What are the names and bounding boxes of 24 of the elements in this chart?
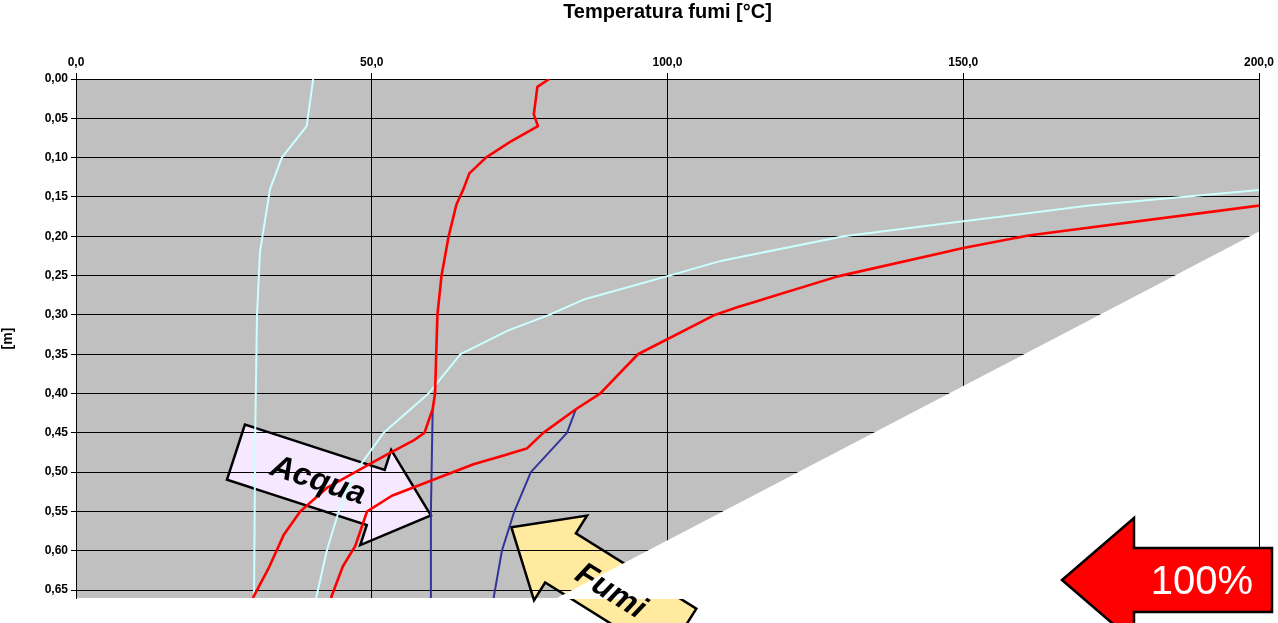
x-tick-label: 0,0 [67,55,85,70]
y-tick-label: 0,30 [44,307,69,322]
x-tick-label: 100,0 [652,55,683,70]
y-tick-label: 0,65 [44,582,69,597]
y-tick-label: 0,35 [44,346,69,361]
y-tick-label: 0,20 [44,228,69,243]
annotation: Acqua [265,446,371,512]
x-axis-title: Temperatura fumi [°C] [563,0,772,22]
x-tick-label: 50,0 [360,55,384,70]
y-tick-label: 0,05 [44,110,69,125]
y-tick-label: 0,50 [44,464,69,479]
y-tick-label: 0,40 [44,385,69,400]
annotation: 100% [1150,558,1254,602]
y-tick-label: 0,10 [44,149,69,164]
y-tick-label: 0,55 [44,503,69,518]
y-axis-title: [m] [0,327,16,350]
y-tick-label: 0,25 [44,267,69,282]
y-tick-label: 0,15 [44,189,69,204]
y-tick-label: 0,60 [44,543,69,558]
x-tick-label: 150,0 [948,55,979,70]
y-tick-label: 0,00 [44,71,69,86]
x-tick-label: 200,0 [1243,55,1275,70]
y-tick-label: 0,45 [44,425,69,440]
annotation: Fumi [569,554,655,623]
